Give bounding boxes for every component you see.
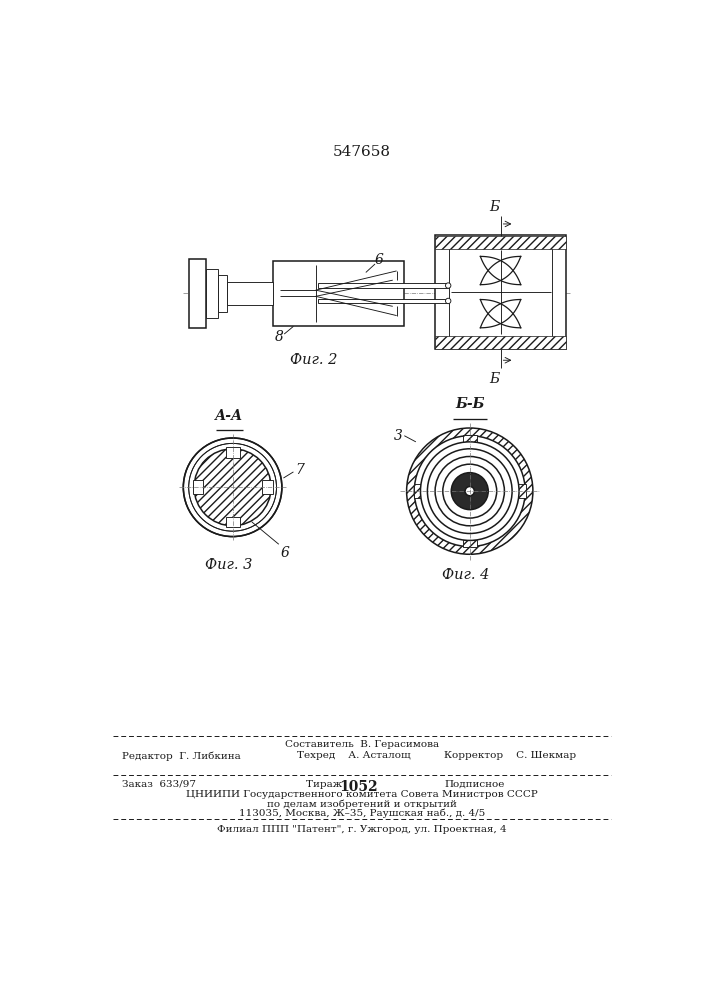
Circle shape [445,298,451,304]
Text: Фиг. 2: Фиг. 2 [290,353,337,367]
Text: Корректор    С. Шекмар: Корректор С. Шекмар [444,751,576,760]
Text: А-А: А-А [215,409,243,423]
Bar [414,484,421,498]
Text: 6: 6 [375,253,383,267]
Text: по делам изобретений и открытий: по делам изобретений и открытий [267,799,457,809]
Circle shape [445,283,451,288]
Circle shape [465,487,474,496]
Bar [227,282,274,305]
Text: 547658: 547658 [333,145,391,159]
Bar [463,540,477,547]
Circle shape [435,456,504,526]
Circle shape [443,464,497,518]
Circle shape [407,428,533,554]
Text: Техред    А. Асталощ: Техред А. Асталощ [296,751,410,760]
Bar [189,259,206,328]
Bar [463,435,477,443]
Bar [435,336,566,349]
Circle shape [451,473,489,510]
Bar [318,299,448,303]
Text: 113035, Москва, Ж–35, Раушская наб., д. 4/5: 113035, Москва, Ж–35, Раушская наб., д. … [239,808,485,818]
Bar [218,275,227,312]
Bar [192,480,204,494]
Text: Тираж: Тираж [305,780,349,789]
Text: 3: 3 [394,429,403,443]
Text: Фиг. 4: Фиг. 4 [442,568,489,582]
Circle shape [189,443,276,531]
Text: Филиал ППП "Патент", г. Ужгород, ул. Проектная, 4: Филиал ППП "Патент", г. Ужгород, ул. Про… [217,825,507,834]
Text: Б: Б [489,372,500,386]
Bar [226,447,240,458]
Bar [435,235,566,349]
Bar [518,484,526,498]
Bar [435,235,566,249]
Circle shape [194,449,271,526]
Text: Составитель  В. Герасимова: Составитель В. Герасимова [285,740,439,749]
Text: 6: 6 [281,546,289,560]
Text: Подписное: Подписное [444,780,505,789]
Text: 8: 8 [274,330,284,344]
Text: 7: 7 [296,463,305,477]
Text: Заказ  633/97: Заказ 633/97 [122,780,197,789]
Text: Б: Б [489,200,500,214]
Circle shape [421,442,519,540]
Bar [226,517,240,527]
Bar [274,261,404,326]
Circle shape [414,436,525,547]
Bar [262,480,273,494]
Text: Б-Б: Б-Б [455,397,484,411]
Bar [206,269,218,318]
Circle shape [428,449,512,533]
Text: Редактор  Г. Либкина: Редактор Г. Либкина [122,751,241,761]
Text: ЦНИИПИ Государственного комитета Совета Министров СССР: ЦНИИПИ Государственного комитета Совета … [186,790,538,799]
Bar [318,283,448,288]
Circle shape [183,438,282,537]
Text: Фиг. 3: Фиг. 3 [205,558,252,572]
Text: 1052: 1052 [339,780,378,794]
